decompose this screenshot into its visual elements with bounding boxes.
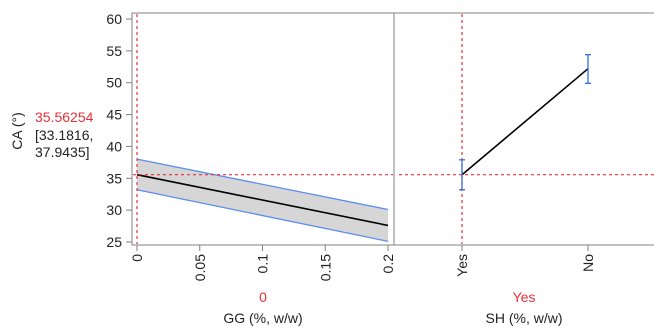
ci-range-high: 37.9435] <box>35 144 90 160</box>
y-tick-label: 35 <box>106 170 122 186</box>
x-tick-label: 0.1 <box>255 254 271 274</box>
y-tick-label: 50 <box>106 75 122 91</box>
y-tick-label: 55 <box>106 43 122 59</box>
sh-axis-label: SH (%, w/w) <box>486 310 563 326</box>
gg-axis-label: GG (%, w/w) <box>223 310 302 326</box>
ci-upper-line <box>136 158 389 211</box>
panel-sh: Yes No <box>393 12 654 277</box>
sh-current-value: Yes <box>513 289 536 305</box>
sh-x-ticks: Yes No <box>454 245 596 277</box>
x-tick-label: 0.2 <box>380 254 396 274</box>
y-tick-label: 60 <box>106 11 122 27</box>
sh-marks <box>459 54 591 191</box>
y-tick-label: 40 <box>106 138 122 154</box>
x-tick-label: No <box>580 254 596 272</box>
panel-sh-frame <box>393 12 654 246</box>
y-tick-label: 25 <box>106 234 122 250</box>
y-axis-ticks: 25 30 35 40 45 50 55 60 <box>106 11 132 250</box>
response-axis-label: CA (°) <box>9 112 25 150</box>
gg-x-ticks: 0 0.05 0.1 0.15 0.2 <box>129 245 396 281</box>
prediction-line <box>136 173 389 227</box>
y-tick-label: 30 <box>106 202 122 218</box>
y-tick-label: 45 <box>106 107 122 123</box>
panel-gg: 0 0.05 0.1 0.15 0.2 <box>129 12 396 281</box>
gg-current-value: 0 <box>259 289 267 305</box>
x-tick-label: 0.05 <box>192 254 208 281</box>
ci-lower-line <box>136 189 389 242</box>
sh-prediction-line <box>461 68 589 176</box>
ci-range-low: [33.1816, <box>35 127 93 143</box>
predicted-value: 35.56254 <box>35 109 94 125</box>
x-tick-label: 0 <box>129 254 145 262</box>
x-tick-label: Yes <box>454 254 470 277</box>
x-tick-label: 0.15 <box>317 254 333 281</box>
